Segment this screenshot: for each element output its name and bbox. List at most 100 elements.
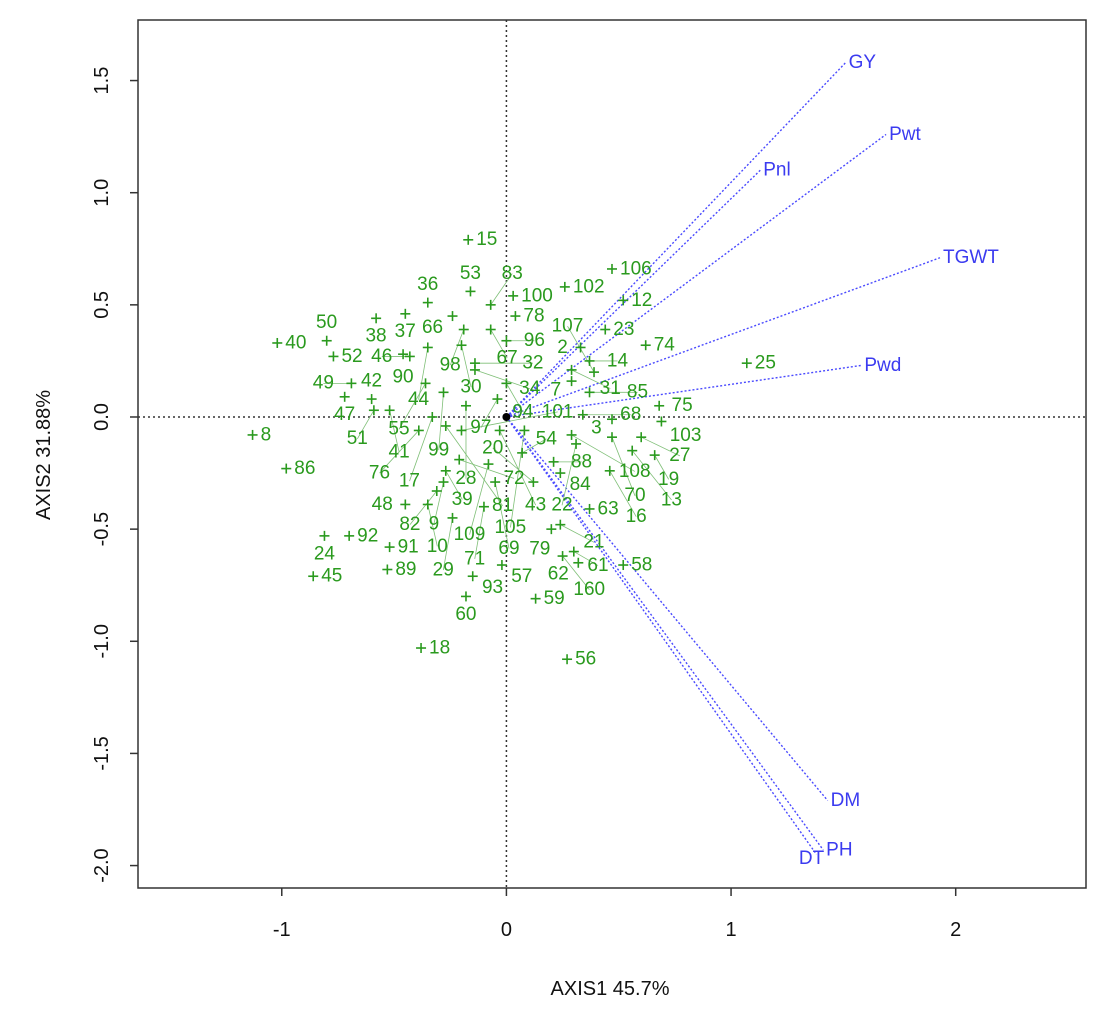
- y-tick-label: 1.0: [91, 179, 113, 207]
- point-label: 54: [536, 428, 558, 449]
- loading-vector-gy: [505, 62, 847, 418]
- point-label: 57: [511, 566, 532, 587]
- point-label: 72: [503, 468, 524, 489]
- point-label-leader: [641, 436, 681, 457]
- point-label: 18: [429, 637, 450, 658]
- point-label: 50: [316, 312, 337, 333]
- point-label-leader: [506, 383, 524, 413]
- point-label: 78: [523, 305, 544, 326]
- loading-vector-pwt: [505, 133, 887, 418]
- point-label-leader: [409, 416, 433, 482]
- point-label: 15: [476, 229, 497, 250]
- point-label-leader: [499, 430, 537, 506]
- point-label-leader: [461, 345, 472, 388]
- x-tick-label: 0: [501, 919, 512, 941]
- y-tick-label: 0.0: [91, 403, 113, 431]
- point-label: 47: [334, 404, 355, 425]
- point-label: 28: [455, 468, 476, 489]
- point-label-leader: [418, 347, 429, 400]
- point-label-leader: [480, 398, 498, 428]
- point-label: 86: [294, 458, 315, 479]
- point-label-leader: [398, 383, 426, 430]
- point-label: 59: [544, 588, 565, 609]
- point-label: 102: [573, 276, 605, 297]
- point-label: 79: [529, 538, 550, 559]
- point-label: 103: [670, 425, 702, 446]
- point-label: 82: [399, 514, 420, 535]
- point-label: 43: [525, 495, 546, 516]
- point-label: 39: [452, 489, 473, 510]
- point-label: 93: [482, 577, 503, 598]
- x-tick-label: 2: [950, 919, 961, 941]
- point-label: 107: [552, 316, 584, 337]
- point-label: 3: [591, 418, 602, 439]
- point-label-leader: [492, 447, 534, 483]
- point-label: 2: [557, 337, 568, 358]
- x-tick-label: -1: [273, 919, 291, 941]
- point-label: 109: [454, 524, 486, 545]
- point-label-leader: [357, 410, 375, 440]
- point-label-leader: [571, 434, 635, 472]
- y-tick-label: -2.0: [91, 848, 113, 882]
- point-label: 58: [631, 554, 652, 575]
- point-label-leader: [561, 443, 577, 506]
- point-label: 81: [492, 495, 513, 516]
- point-label: 32: [522, 353, 543, 374]
- point-label-leader: [461, 411, 558, 431]
- point-label: 36: [417, 274, 438, 295]
- point-label-leader: [438, 392, 444, 451]
- point-label: 68: [620, 404, 641, 425]
- point-label-leader: [474, 506, 485, 559]
- point-label-leader: [445, 470, 463, 500]
- point-label: 19: [658, 469, 679, 490]
- loading-vector-ph: [505, 416, 824, 851]
- loading-vector-pnl: [505, 169, 761, 418]
- point-label-leader: [445, 425, 503, 507]
- point-label: 21: [583, 532, 604, 553]
- point-label-leader: [560, 524, 595, 543]
- point-label-leader: [469, 463, 489, 535]
- point-label: 74: [654, 335, 676, 356]
- point-label: 105: [494, 517, 526, 538]
- point-label: 16: [626, 506, 647, 527]
- point-label: 8: [261, 424, 272, 445]
- point-label: 14: [607, 350, 629, 371]
- vector-label: Pwd: [864, 355, 901, 376]
- point-label: 100: [521, 285, 553, 306]
- point-label: 160: [573, 579, 605, 600]
- point-label: 13: [661, 489, 682, 510]
- point-label: 42: [361, 370, 382, 391]
- point-label: 20: [482, 437, 503, 458]
- point-label: 23: [613, 319, 634, 340]
- point-label-leader: [490, 329, 508, 359]
- point-label: 55: [388, 419, 409, 440]
- point-label-leader: [611, 437, 636, 496]
- point-label: 83: [502, 263, 523, 284]
- point-label-leader: [573, 551, 599, 566]
- point-label: 40: [285, 332, 306, 353]
- point-label: 31: [600, 378, 621, 399]
- point-label: 10: [427, 536, 448, 557]
- point-label: 108: [619, 461, 651, 482]
- point-label: 12: [631, 290, 652, 311]
- point-label: 17: [399, 470, 420, 491]
- point-label: 71: [464, 548, 485, 569]
- point-label: 70: [624, 485, 645, 506]
- point-label: 53: [460, 263, 481, 284]
- point-label-leader: [449, 329, 465, 366]
- point-label: 7: [551, 380, 562, 401]
- point-label: 98: [440, 354, 461, 375]
- loading-vector-dm: [505, 416, 829, 801]
- point-label: 41: [389, 442, 410, 463]
- loading-vector-dt: [505, 416, 817, 855]
- point-label: 34: [519, 378, 541, 399]
- point-label: 56: [575, 649, 596, 670]
- vector-label: Pnl: [763, 160, 790, 181]
- vector-label: TGWT: [943, 247, 999, 268]
- point-label-leader: [654, 454, 670, 480]
- origin-marker: [502, 412, 511, 421]
- point-label: 76: [369, 463, 390, 484]
- plot-frame: [137, 19, 1087, 889]
- point-label: 37: [395, 321, 416, 342]
- point-label-leader: [609, 470, 637, 517]
